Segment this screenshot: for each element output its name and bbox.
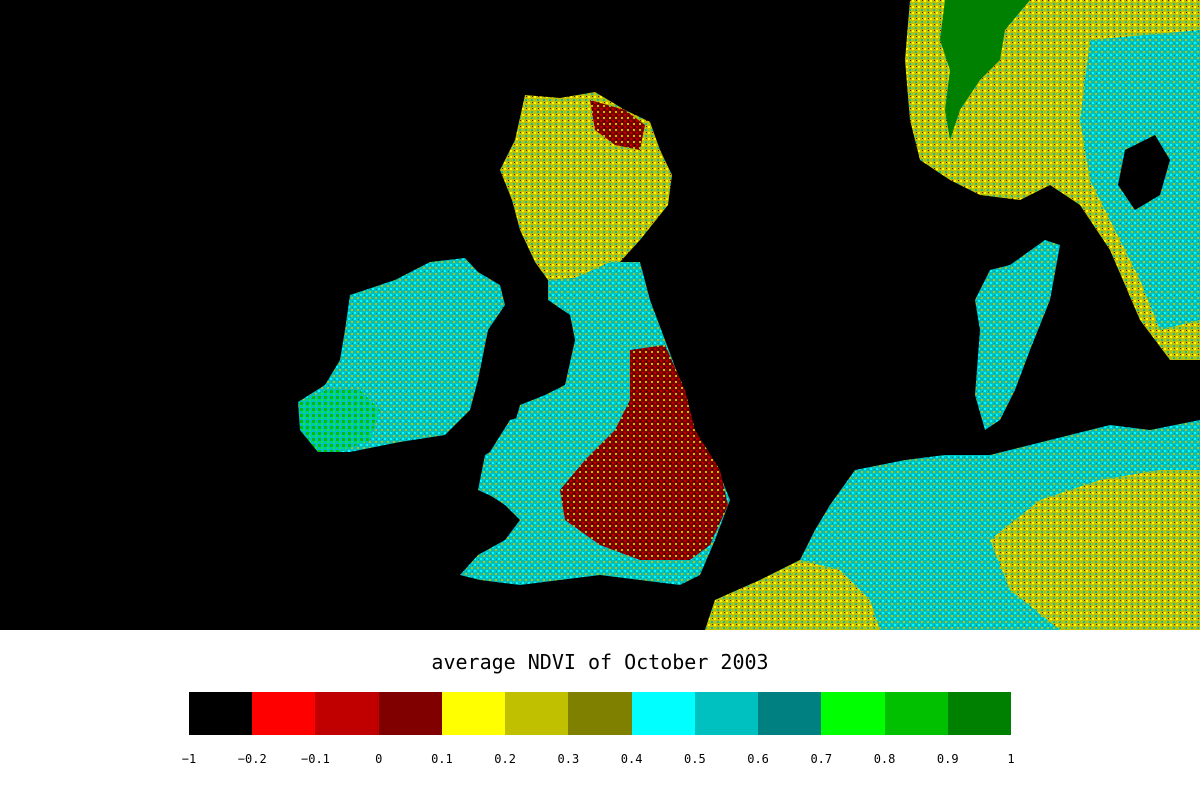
colorbar-tick-label: −0.2 [237, 752, 267, 766]
colorbar-tick-label: 0.4 [620, 752, 643, 766]
colorbar-tick-label: −0.1 [301, 752, 330, 766]
colorbar-segment [252, 692, 316, 735]
wales-landmass [482, 410, 560, 505]
colorbar-tick-label: 1 [1007, 752, 1015, 766]
colorbar-tick-label: 0.2 [494, 752, 516, 766]
england-east-red [560, 345, 728, 560]
colorbar-segment [378, 692, 442, 735]
colorbar-segment [505, 692, 569, 735]
colorbar-segment [694, 692, 759, 735]
colorbar-tick-label: 0.8 [873, 752, 896, 766]
colorbar-segment [631, 692, 695, 735]
colorbar-segment [758, 692, 822, 735]
colorbar-tick-label: 0.9 [936, 752, 959, 766]
colorbar-tick-label: 0 [375, 752, 383, 766]
colorbar-segment [189, 692, 253, 735]
ndvi-map [0, 0, 1200, 630]
colorbar-tick-label: −1 [181, 752, 197, 766]
colorbar-segment [821, 692, 885, 735]
map-title: average NDVI of October 2003 [431, 650, 769, 674]
colorbar-segment [441, 692, 506, 735]
colorbar-segment [947, 692, 1012, 735]
ndvi-colorbar [189, 692, 1012, 735]
swedish-lake-vanern [1118, 135, 1170, 210]
denmark-landmass [975, 240, 1060, 430]
colorbar-tick-label: 0.5 [684, 752, 706, 766]
colorbar-tick-labels: −1 −0.2 −0.1 0 0.1 0.2 0.3 0.4 0.5 0.6 0.7 0.8 0.9 1 [182, 752, 1015, 772]
colorbar-tick-label: 0.6 [747, 752, 769, 766]
france-yellow [705, 560, 880, 630]
colorbar-tick-label: 0.3 [557, 752, 580, 766]
scotland-landmass [500, 92, 672, 280]
ndvi-map-canvas [298, 0, 1200, 630]
colorbar-tick-label: 0.7 [810, 752, 833, 766]
norway-green-mountains [940, 0, 1030, 140]
scotland-red-highlands [590, 100, 645, 150]
colorbar-segment [568, 692, 632, 735]
colorbar-tick-label: 0.1 [431, 752, 453, 766]
colorbar-segment [884, 692, 948, 735]
germany-south-yellow [990, 470, 1200, 630]
ireland-west-green [300, 388, 380, 452]
colorbar-segment [315, 692, 379, 735]
